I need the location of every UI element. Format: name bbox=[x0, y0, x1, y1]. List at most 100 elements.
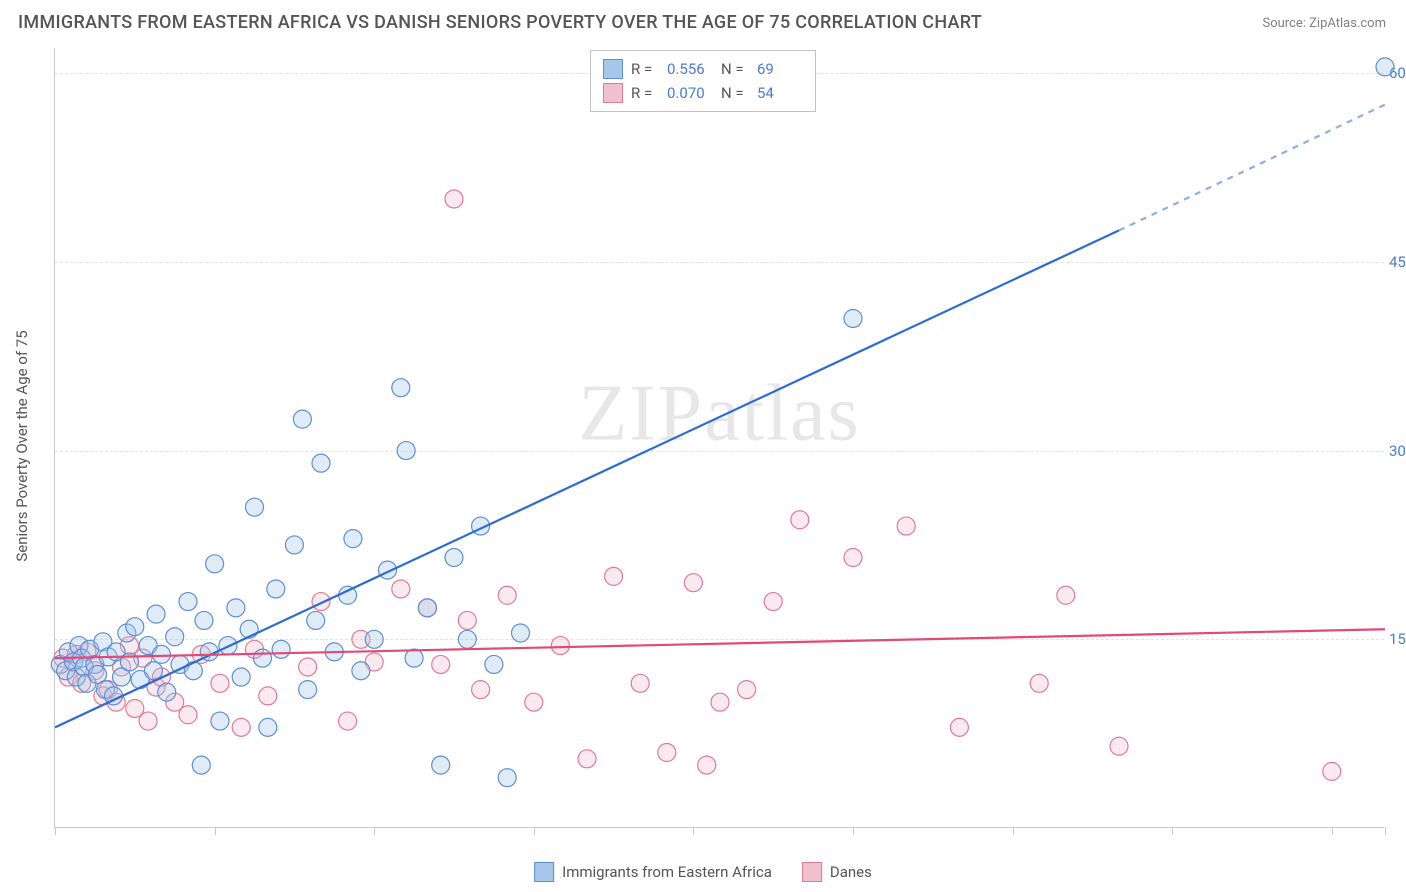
data-point-danes bbox=[897, 517, 915, 535]
data-point-immigrants bbox=[397, 442, 415, 460]
data-point-danes bbox=[950, 718, 968, 736]
data-point-immigrants bbox=[246, 498, 264, 516]
data-point-immigrants bbox=[293, 410, 311, 428]
data-point-immigrants bbox=[498, 769, 516, 787]
data-point-immigrants bbox=[458, 630, 476, 648]
data-point-danes bbox=[698, 756, 716, 774]
x-tick bbox=[1385, 827, 1386, 835]
data-point-danes bbox=[339, 712, 357, 730]
data-point-immigrants bbox=[179, 593, 197, 611]
swatch-danes bbox=[603, 83, 623, 103]
chart-svg bbox=[55, 48, 1384, 827]
data-point-danes bbox=[658, 744, 676, 762]
x-tick bbox=[55, 827, 56, 835]
n-value-immigrants: 69 bbox=[757, 57, 803, 81]
data-point-danes bbox=[631, 674, 649, 692]
data-point-immigrants bbox=[192, 756, 210, 774]
legend-item-immigrants: Immigrants from Eastern Africa bbox=[534, 862, 772, 882]
data-point-immigrants bbox=[299, 681, 317, 699]
data-point-immigrants bbox=[211, 712, 229, 730]
source-attribution: Source: ZipAtlas.com bbox=[1262, 16, 1386, 31]
data-point-immigrants bbox=[158, 683, 176, 701]
data-point-immigrants bbox=[365, 630, 383, 648]
x-tick bbox=[1013, 827, 1014, 835]
data-point-immigrants bbox=[144, 662, 162, 680]
data-point-immigrants bbox=[405, 649, 423, 667]
data-point-danes bbox=[684, 574, 702, 592]
data-point-danes bbox=[1057, 586, 1075, 604]
swatch-immigrants bbox=[603, 59, 623, 79]
data-point-danes bbox=[232, 718, 250, 736]
data-point-immigrants bbox=[147, 605, 165, 623]
data-point-immigrants bbox=[352, 662, 370, 680]
data-point-danes bbox=[139, 712, 157, 730]
n-value-danes: 54 bbox=[757, 81, 803, 105]
x-tick bbox=[853, 827, 854, 835]
data-point-immigrants bbox=[844, 309, 862, 327]
data-point-immigrants bbox=[392, 379, 410, 397]
x-tick bbox=[693, 827, 694, 835]
correlation-legend: R = 0.556 N = 69 R = 0.070 N = 54 bbox=[590, 50, 816, 112]
x-tick bbox=[534, 827, 535, 835]
legend-row-danes: R = 0.070 N = 54 bbox=[603, 81, 803, 105]
series-legend: Immigrants from Eastern Africa Danes bbox=[534, 862, 872, 882]
r-value-immigrants: 0.556 bbox=[667, 57, 713, 81]
r-label: R = bbox=[631, 81, 659, 105]
data-point-danes bbox=[605, 567, 623, 585]
r-label: R = bbox=[631, 57, 659, 81]
r-value-danes: 0.070 bbox=[667, 81, 713, 105]
data-point-danes bbox=[1323, 762, 1341, 780]
data-point-immigrants bbox=[432, 756, 450, 774]
x-tick bbox=[374, 827, 375, 835]
data-point-immigrants bbox=[195, 611, 213, 629]
y-axis-title: Seniors Poverty Over the Age of 75 bbox=[13, 330, 31, 561]
data-point-danes bbox=[445, 190, 463, 208]
data-point-immigrants bbox=[512, 624, 530, 642]
swatch-immigrants bbox=[534, 862, 554, 882]
data-point-danes bbox=[578, 750, 596, 768]
data-point-danes bbox=[179, 706, 197, 724]
x-tick bbox=[1172, 827, 1173, 835]
data-point-immigrants bbox=[272, 640, 290, 658]
data-point-danes bbox=[259, 687, 277, 705]
data-point-immigrants bbox=[445, 549, 463, 567]
legend-row-immigrants: R = 0.556 N = 69 bbox=[603, 57, 803, 81]
plot-area: ZIPatlas 15.0%30.0%45.0%60.0% bbox=[54, 48, 1384, 828]
data-point-immigrants bbox=[259, 718, 277, 736]
data-point-immigrants bbox=[418, 599, 436, 617]
data-point-immigrants bbox=[1376, 58, 1394, 76]
data-point-immigrants bbox=[253, 649, 271, 667]
n-label: N = bbox=[721, 57, 749, 81]
data-point-danes bbox=[432, 655, 450, 673]
data-point-danes bbox=[551, 637, 569, 655]
data-point-danes bbox=[472, 681, 490, 699]
data-point-danes bbox=[844, 549, 862, 567]
data-point-immigrants bbox=[152, 645, 170, 663]
data-point-immigrants bbox=[126, 618, 144, 636]
data-point-immigrants bbox=[344, 530, 362, 548]
data-point-danes bbox=[711, 693, 729, 711]
data-point-immigrants bbox=[312, 454, 330, 472]
chart-title: IMMIGRANTS FROM EASTERN AFRICA VS DANISH… bbox=[18, 12, 982, 33]
data-point-immigrants bbox=[227, 599, 245, 617]
data-point-immigrants bbox=[485, 655, 503, 673]
data-point-immigrants bbox=[267, 580, 285, 598]
y-tick-label: 15.0% bbox=[1389, 630, 1406, 648]
regression-line-dashed-immigrants bbox=[1119, 105, 1385, 231]
legend-item-danes: Danes bbox=[802, 862, 872, 882]
data-point-danes bbox=[498, 586, 516, 604]
data-point-immigrants bbox=[166, 628, 184, 646]
data-point-danes bbox=[764, 593, 782, 611]
data-point-danes bbox=[312, 593, 330, 611]
data-point-immigrants bbox=[307, 611, 325, 629]
data-point-danes bbox=[525, 693, 543, 711]
data-point-danes bbox=[1030, 674, 1048, 692]
data-point-immigrants bbox=[232, 668, 250, 686]
data-point-immigrants bbox=[184, 662, 202, 680]
y-tick-label: 30.0% bbox=[1389, 442, 1406, 460]
x-tick bbox=[215, 827, 216, 835]
data-point-danes bbox=[299, 658, 317, 676]
swatch-danes bbox=[802, 862, 822, 882]
legend-label-danes: Danes bbox=[830, 863, 872, 881]
data-point-danes bbox=[791, 511, 809, 529]
